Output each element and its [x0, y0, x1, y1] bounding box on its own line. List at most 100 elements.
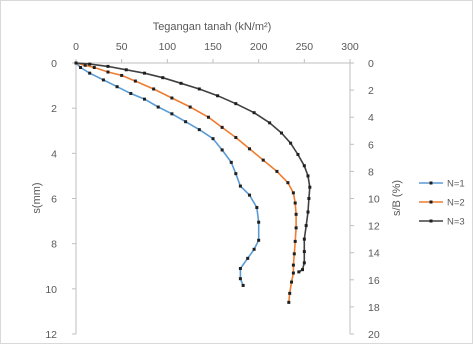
data-point: [290, 280, 294, 284]
y-left-tick-label: 2: [51, 103, 57, 115]
legend-label: N=1: [447, 179, 465, 190]
data-point: [188, 105, 192, 109]
data-point: [238, 277, 242, 281]
data-point: [170, 112, 174, 116]
data-point: [268, 121, 272, 125]
y-right-tick-label: 6: [368, 139, 374, 151]
series-line: [75, 62, 311, 273]
y-right-tick-label: 4: [368, 112, 374, 124]
data-point: [206, 115, 210, 119]
data-point: [307, 197, 311, 200]
data-point: [306, 210, 310, 214]
data-point: [92, 66, 96, 70]
data-point: [302, 237, 306, 241]
data-point: [257, 238, 261, 242]
x-tick-label: 250: [296, 41, 314, 53]
x-tick-label: 300: [341, 41, 359, 53]
data-point: [106, 70, 110, 74]
data-point: [248, 193, 252, 197]
data-point: [293, 201, 297, 205]
data-point: [288, 291, 292, 295]
data-point: [302, 261, 306, 265]
y-axis-right-title: s/B (%): [391, 180, 403, 216]
y-left-tick-label: 4: [51, 148, 57, 160]
x-axis-title: Tegangan tanah (kN/m²): [153, 21, 272, 33]
x-tick-label: 100: [159, 41, 177, 53]
data-point: [124, 68, 128, 72]
x-tick-label: 200: [250, 41, 268, 53]
data-point: [302, 250, 306, 254]
data-point: [211, 137, 215, 141]
data-point: [293, 239, 297, 243]
data-point: [197, 128, 201, 132]
data-point: [238, 267, 242, 271]
legend-item: N=3: [419, 217, 465, 228]
legend-marker: [429, 181, 433, 185]
data-point: [220, 148, 224, 152]
legend: N=1 N=2 N=3: [419, 179, 465, 228]
data-point: [238, 184, 242, 188]
axes: 0 50 100 150 200 250 300 0 2 4 6 8 10 12 0 2 4 6 8 10 12 14 16…: [45, 41, 380, 341]
y-left-tick-label: 10: [45, 284, 57, 296]
data-point: [252, 247, 256, 251]
y-left-tick-label: 6: [51, 194, 57, 206]
data-point: [296, 152, 300, 156]
y-left-tick-label: 12: [45, 329, 57, 341]
data-point: [101, 78, 105, 82]
series-group: [74, 61, 261, 287]
data-point: [115, 85, 119, 89]
y-axis-left-title: s(mm): [31, 182, 43, 213]
y-right-tick-label: 2: [368, 85, 374, 97]
y-right-tick-label: 16: [368, 275, 380, 287]
x-tick-label: 0: [73, 41, 79, 53]
data-point: [184, 120, 188, 124]
data-point: [255, 206, 259, 210]
data-point: [308, 185, 312, 189]
legend-label: N=2: [447, 198, 465, 209]
data-point: [88, 62, 92, 66]
data-point: [229, 160, 233, 164]
y-right-tick-label: 20: [368, 329, 380, 341]
data-point: [106, 64, 110, 68]
data-point: [79, 66, 83, 70]
data-point: [304, 224, 308, 228]
series-group: [74, 61, 312, 274]
y-right-tick-label: 14: [368, 248, 380, 260]
data-point: [291, 191, 295, 195]
data-point: [292, 252, 296, 256]
data-point: [280, 131, 283, 135]
data-point: [294, 212, 298, 216]
data-point: [152, 87, 156, 91]
data-point: [197, 87, 201, 91]
data-point: [234, 136, 238, 140]
data-point: [234, 172, 238, 176]
x-tick-label: 50: [116, 41, 128, 53]
data-point: [294, 226, 298, 230]
data-point: [179, 81, 183, 85]
data-point: [161, 76, 165, 80]
data-point: [291, 271, 295, 275]
data-point: [234, 102, 238, 106]
data-point: [257, 220, 261, 224]
data-point: [156, 105, 160, 109]
data-point: [261, 158, 265, 162]
legend-item: N=1: [419, 179, 465, 190]
series: [74, 61, 312, 304]
legend-marker: [429, 219, 433, 223]
x-tick-label: 150: [204, 41, 222, 53]
y-left-tick-label: 8: [51, 239, 57, 251]
data-point: [129, 91, 133, 95]
data-point: [220, 125, 224, 129]
data-point: [291, 263, 295, 267]
data-point: [289, 141, 293, 145]
data-point: [88, 71, 92, 75]
data-point: [248, 147, 252, 151]
legend-item: N=2: [419, 198, 465, 209]
y-right-tick-label: 10: [368, 194, 380, 206]
data-point: [133, 79, 137, 83]
data-point: [306, 174, 310, 178]
data-point: [246, 256, 250, 260]
